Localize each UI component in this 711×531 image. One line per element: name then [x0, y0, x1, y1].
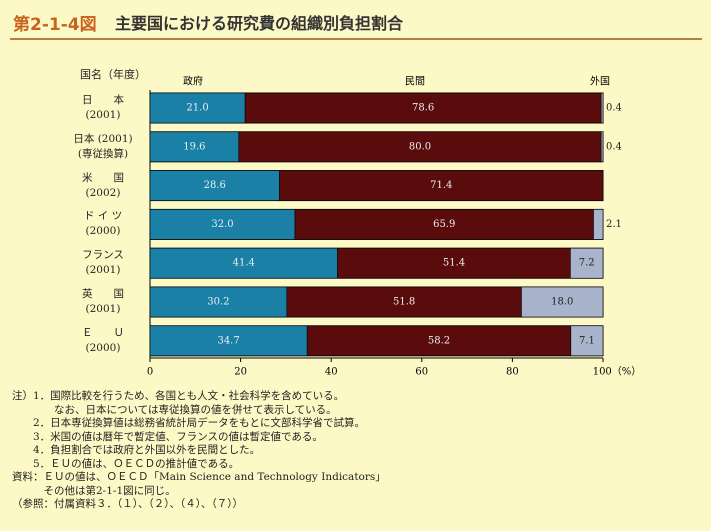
- category-label: 米 国 (2002): [82, 171, 124, 199]
- bar-segment: [149, 92, 246, 124]
- bar-segment: [600, 92, 604, 124]
- x-tick-label: 100（%）: [593, 366, 642, 378]
- legend-label: 外国: [590, 76, 610, 88]
- value-label: 2.1: [606, 219, 622, 230]
- value-label: 34.7: [217, 335, 239, 346]
- bar-segment: [238, 131, 602, 163]
- x-tick-label: 20: [234, 367, 247, 378]
- note-line: 資料：ＥＵの値は、ＯＥＣＤ「Main Science and Technolog…: [12, 471, 386, 483]
- note-line: 5．ＥＵの値は、ＯＥＣＤの推計値である。: [12, 457, 240, 470]
- bar-segment: [294, 209, 594, 240]
- value-label: 28.6: [204, 180, 226, 191]
- value-label: 41.4: [233, 258, 255, 269]
- x-tick-label: 0: [147, 367, 153, 378]
- value-label: 0.4: [606, 141, 622, 152]
- bar-segment: [593, 209, 604, 240]
- value-label: 0.4: [606, 103, 622, 114]
- legend-label: 政府: [183, 75, 203, 88]
- bar-segment: [279, 170, 604, 201]
- value-label: 18.0: [551, 297, 573, 308]
- bar-segment: [286, 286, 522, 318]
- bar-segment: [149, 286, 288, 318]
- value-label: 51.8: [393, 297, 415, 308]
- bar-segment: [570, 325, 604, 357]
- category-label: フランス (2001): [82, 249, 124, 277]
- value-label: 65.9: [433, 219, 455, 230]
- x-tick-label: 80: [506, 367, 519, 378]
- title-rule: [10, 38, 702, 40]
- value-label: 71.4: [430, 180, 452, 191]
- chart-title: 主要国における研究費の組織別負担割合: [115, 14, 404, 33]
- value-label: 78.6: [412, 103, 434, 114]
- note-line: 2．日本専従換算値は総務省統計局データをもとに文部科学省で試算。: [12, 417, 365, 429]
- category-label: ド イ ツ (2000): [83, 210, 123, 238]
- note-line: 4．負担割合では政府と外国以外を民間とした。: [12, 444, 261, 456]
- bar-segment: [149, 247, 338, 279]
- category-header: 国名（年度）: [80, 68, 146, 81]
- value-label: 30.2: [207, 297, 229, 308]
- bar-segment: [149, 170, 280, 201]
- bar-segment: [570, 247, 604, 279]
- value-label: 7.2: [579, 258, 595, 269]
- value-label: 51.4: [443, 258, 465, 269]
- category-label: 英 国 (2001): [82, 288, 124, 315]
- note-line: 3．米国の値は暦年で暫定値、フランスの値は暫定値である。: [12, 430, 323, 443]
- value-label: 21.0: [186, 103, 208, 114]
- value-label: 58.2: [428, 335, 450, 346]
- bar-segment: [244, 92, 602, 124]
- value-label: 19.6: [183, 141, 205, 152]
- bar-segment: [600, 131, 604, 163]
- figure-number: 第2-1-4図: [13, 15, 97, 35]
- category-label: 日 本 (2001): [82, 94, 124, 121]
- x-tick-label: 60: [415, 367, 428, 378]
- note-line: （参照：付属資料３．（１）、（２）、（４）、（７））: [12, 498, 243, 510]
- legend-label: 民間: [405, 76, 425, 88]
- value-label: 7.1: [579, 335, 595, 346]
- bar-segment: [521, 286, 604, 318]
- note-line: 注）1．国際比較を行うため、各国とも人文・社会科学を含めている。: [12, 390, 345, 402]
- category-label: Ｅ Ｕ (2000): [82, 326, 124, 354]
- value-label: 32.0: [211, 219, 233, 230]
- note-line: その他は第2-1-1図に同じ。: [12, 484, 176, 497]
- bar-segment: [149, 131, 240, 163]
- note-line: なお、日本については専従換算の値を併せて表示している。: [12, 403, 337, 416]
- value-label: 80.0: [409, 141, 431, 152]
- x-tick-label: 40: [325, 367, 338, 378]
- category-label: 日本 (2001) (専従換算): [73, 132, 133, 160]
- notes: 注）1．国際比較を行うため、各国とも人文・社会科学を含めている。 なお、日本につ…: [12, 390, 386, 512]
